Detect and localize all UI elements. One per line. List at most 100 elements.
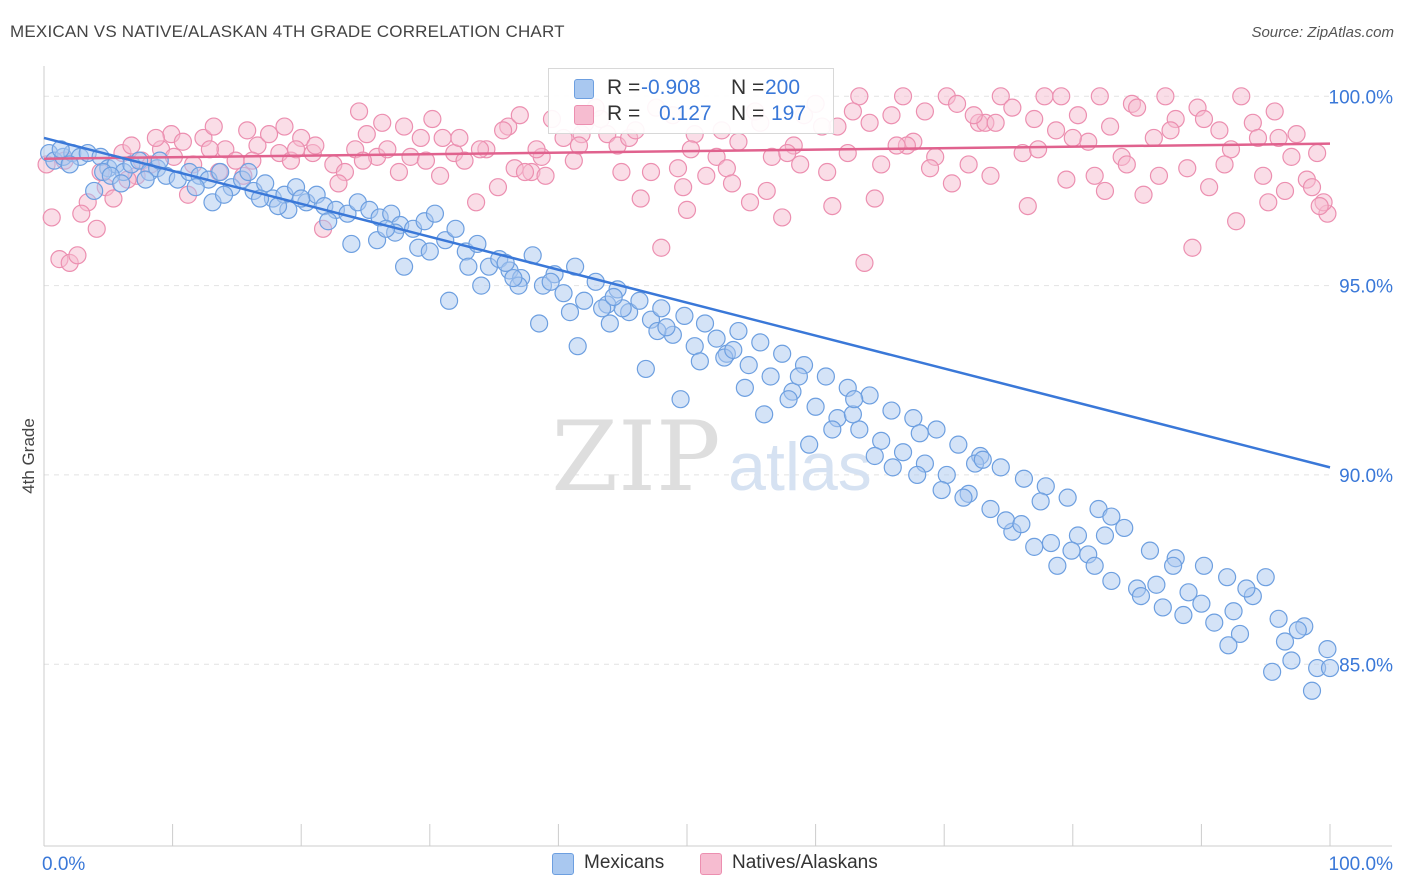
mexicans-r-label: R = xyxy=(607,76,641,99)
natives-point xyxy=(515,162,535,182)
natives-point xyxy=(778,143,797,163)
mexicans-point xyxy=(843,405,862,424)
watermark: ZIP atlas xyxy=(551,401,871,513)
natives-point xyxy=(707,147,726,166)
natives-point xyxy=(1068,106,1088,125)
natives-r-label: R = xyxy=(607,102,641,125)
mexicans-point xyxy=(1205,613,1224,632)
natives-point xyxy=(1156,87,1175,106)
natives-point xyxy=(681,140,700,159)
natives-point xyxy=(104,189,123,208)
y-tick-label: 95.0% xyxy=(1339,277,1393,298)
y-tick-label: 90.0% xyxy=(1339,466,1393,487)
mexicans-point xyxy=(186,178,205,197)
natives-point xyxy=(510,106,529,125)
mexicans-point xyxy=(845,390,864,409)
natives-point xyxy=(527,140,546,159)
natives-point xyxy=(838,143,857,163)
mexicans-point xyxy=(904,409,923,428)
natives-point xyxy=(564,151,583,170)
natives-point xyxy=(1183,238,1202,257)
mexicans-point xyxy=(816,367,835,386)
natives-point xyxy=(882,106,901,125)
mexicans-point xyxy=(1048,556,1067,575)
mexicans-point xyxy=(1302,681,1322,700)
natives-point xyxy=(1063,128,1082,148)
mexicans-point xyxy=(1036,477,1055,496)
mexicans-point xyxy=(319,212,338,231)
mexicans-point xyxy=(496,253,515,272)
natives-point xyxy=(1243,113,1262,132)
mexicans-point xyxy=(927,420,946,439)
natives-n-value: 197 xyxy=(771,102,807,125)
mexicans-point xyxy=(954,488,973,507)
chart-title: MEXICAN VS NATIVE/ALASKAN 4TH GRADE CORR… xyxy=(10,22,565,41)
mexicans-point xyxy=(675,306,694,326)
natives-point xyxy=(893,87,913,106)
natives-point xyxy=(1275,181,1295,201)
natives-point xyxy=(286,140,306,159)
mexicans-point xyxy=(560,303,580,322)
mexicans-point xyxy=(1085,556,1104,575)
natives-point xyxy=(1302,178,1322,197)
mexicans-point xyxy=(1218,568,1237,587)
natives-point xyxy=(991,87,1010,106)
mexicans-point xyxy=(800,435,819,454)
mexicans-point xyxy=(600,314,619,333)
mexicans-point xyxy=(883,458,902,477)
mexicans-point xyxy=(823,420,842,439)
natives-point xyxy=(823,196,842,216)
mexicans-point xyxy=(1192,594,1211,613)
natives-point xyxy=(259,125,279,144)
natives-point xyxy=(42,208,61,227)
mexicans-point xyxy=(751,333,770,352)
natives-point xyxy=(146,128,165,148)
mexicans-point xyxy=(1256,568,1275,587)
natives-point xyxy=(717,159,736,178)
natives-point xyxy=(843,102,862,121)
natives-point xyxy=(430,166,450,185)
mexicans-point xyxy=(1041,533,1061,553)
natives-point xyxy=(964,106,983,125)
natives-point xyxy=(1269,128,1288,148)
mexicans-point xyxy=(996,511,1016,530)
mexicans-point xyxy=(1153,598,1172,617)
natives-point xyxy=(677,200,697,219)
mexicans-point xyxy=(761,367,780,386)
mexicans-point xyxy=(735,378,754,397)
mexicans-point xyxy=(973,450,992,469)
mexicans-point xyxy=(671,390,690,409)
y-tick-label: 85.0% xyxy=(1339,655,1393,676)
natives-point xyxy=(1210,121,1229,140)
mexicans-point xyxy=(446,219,465,238)
mexicans-point xyxy=(779,390,798,409)
natives-point xyxy=(942,174,962,193)
y-axis-label: 4th Grade xyxy=(19,418,38,494)
natives-point xyxy=(1117,155,1136,174)
mexicans-point xyxy=(789,367,808,386)
natives-point xyxy=(959,155,978,174)
mexicans-point xyxy=(865,446,884,466)
natives-point xyxy=(1003,98,1022,117)
legend-label-natives: Natives/Alaskans xyxy=(732,852,878,873)
axes xyxy=(43,66,1392,847)
natives-point xyxy=(1254,166,1273,185)
natives-point xyxy=(668,159,688,178)
natives-point xyxy=(357,125,376,144)
mexicans-point xyxy=(593,299,612,318)
natives-point xyxy=(470,140,490,159)
mexicans-point xyxy=(1288,621,1307,640)
natives-point xyxy=(416,151,436,170)
mexicans-point xyxy=(575,291,594,310)
natives-point xyxy=(569,136,589,155)
natives-point xyxy=(850,87,869,106)
mexicans-point xyxy=(630,291,649,310)
natives-point xyxy=(1221,140,1241,159)
natives-point xyxy=(1232,87,1251,106)
mexicans-point xyxy=(504,268,523,288)
natives-point xyxy=(612,162,631,182)
mexicans-point xyxy=(707,329,726,348)
natives-point xyxy=(433,128,452,148)
mexicans-point xyxy=(773,344,792,363)
